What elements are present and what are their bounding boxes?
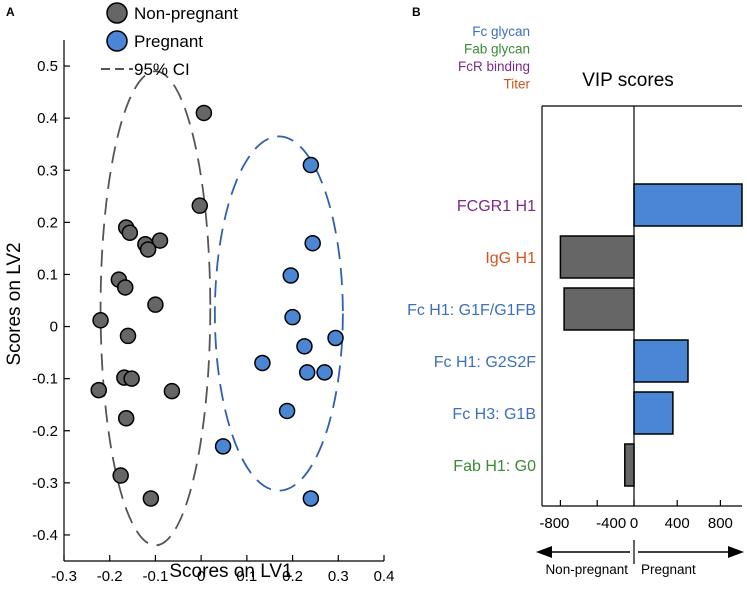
point-non-pregnant: [90, 381, 107, 399]
arrow-left-head: [536, 546, 552, 558]
vip-bar: [624, 443, 635, 487]
point-non-pregnant: [117, 409, 135, 427]
point-non-pregnant: [142, 490, 160, 507]
feature-type-legend-item: Titer: [504, 77, 531, 92]
y-tick-label: 0.5: [37, 58, 58, 75]
y-tick-label: 0.1: [37, 266, 58, 283]
vip-category-label: Fc H3: G1B: [452, 406, 536, 423]
vip-bar: [633, 391, 674, 435]
scatter-points: [90, 104, 344, 507]
legend-marker: [106, 30, 128, 52]
feature-type-legend-item: Fc glycan: [472, 24, 530, 39]
point-non-pregnant: [117, 279, 134, 296]
point-pregnant: [278, 402, 296, 420]
direction-label-right: Pregnant: [641, 562, 696, 577]
point-pregnant: [298, 364, 316, 381]
vip-bar: [563, 287, 635, 331]
y-tick-label: -0.2: [32, 423, 58, 440]
vip-bar: [559, 235, 635, 279]
y-tick-label: 0.3: [37, 162, 58, 179]
vip-category-labels: FCGR1 H1 IgG H1 Fc H1: G1F/G1FB Fc H1: G2S2…: [407, 198, 536, 475]
vip-category-label: IgG H1: [485, 250, 536, 267]
panel-a-label: A: [6, 5, 15, 19]
feature-type-legend-item: FcR binding: [458, 59, 530, 74]
y-tick-label: 0: [50, 319, 58, 336]
point-pregnant: [284, 308, 301, 326]
point-non-pregnant: [191, 197, 209, 214]
legend-label: Pregnant: [134, 32, 203, 51]
vip-bar-chart: Fc glycan Fab glycan FcR binding Titer VIP …: [407, 24, 744, 577]
ci-ellipse-non-pregnant: [99, 70, 212, 547]
direction-indicator: Non-pregnant Pregnant: [536, 540, 744, 577]
point-non-pregnant: [147, 296, 164, 313]
vip-category-label: FCGR1 H1: [457, 198, 536, 215]
scatter-plot: -0.4 -0.3 -0.2 -0.1 0 0.1 0.2 0.3 0.4 0.5 -0.3 -0.2…: [4, 2, 394, 585]
x-tick-label: 0: [197, 568, 205, 585]
point-non-pregnant: [119, 327, 137, 345]
point-non-pregnant: [195, 104, 213, 122]
point-pregnant: [254, 354, 271, 372]
x-tick-label: -0.3: [51, 568, 77, 585]
vip-category-label: Fc H1: G1F/G1FB: [407, 302, 536, 319]
point-pregnant: [316, 364, 333, 381]
vip-x-tick-label: -400: [596, 515, 626, 532]
confidence-ellipses: [99, 70, 344, 547]
vip-x-tick-label: 400: [665, 515, 690, 532]
vip-x-tick-label: -800: [539, 515, 569, 532]
vip-bar: [633, 183, 743, 227]
legend-label: Non-pregnant: [134, 4, 238, 23]
vip-category-label: Fc H1: G2S2F: [434, 354, 536, 371]
scatter-axes: -0.4 -0.3 -0.2 -0.1 0 0.1 0.2 0.3 0.4 0.5 -0.3 -0.2…: [32, 40, 394, 585]
point-non-pregnant: [139, 241, 157, 258]
x-tick-label: 0.4: [374, 568, 395, 585]
scatter-legend: Non-pregnant Pregnant 95% CI: [101, 2, 238, 79]
point-non-pregnant: [92, 312, 109, 329]
vip-category-label: Fab H1: G0: [453, 458, 536, 475]
point-pregnant: [296, 338, 313, 355]
legend-marker: [106, 2, 128, 24]
vip-chart-title: VIP scores: [582, 70, 674, 91]
feature-type-legend-item: Fab glycan: [464, 42, 530, 57]
direction-label-left: Non-pregnant: [545, 562, 628, 577]
x-tick-label: 0.1: [236, 568, 257, 585]
y-axis-label: Scores on LV2: [4, 242, 25, 365]
vip-x-tick-label: 800: [708, 515, 733, 532]
point-non-pregnant: [151, 232, 169, 249]
y-tick-label: 0.4: [37, 110, 58, 127]
vip-x-tick-label: 0: [630, 515, 638, 532]
point-pregnant: [302, 156, 320, 174]
vip-axes: -800 -400 0 400 800: [539, 105, 742, 532]
x-tick-label: -0.2: [97, 568, 123, 585]
x-tick-label: 0.2: [282, 568, 303, 585]
point-pregnant: [302, 490, 320, 507]
point-non-pregnant: [163, 382, 181, 400]
panel-b-label: B: [412, 5, 421, 19]
x-tick-label: 0.3: [328, 568, 349, 585]
point-non-pregnant: [123, 370, 140, 387]
x-tick-label: -0.1: [142, 568, 168, 585]
arrow-right-head: [728, 546, 744, 558]
feature-type-legend: Fc glycan Fab glycan FcR binding Titer: [458, 24, 531, 92]
vip-bars: [559, 183, 743, 487]
legend-label: 95% CI: [134, 60, 190, 79]
x-axis-label: Scores on LV1: [169, 561, 292, 582]
point-pregnant: [304, 234, 321, 252]
y-tick-label: -0.3: [32, 475, 58, 492]
point-non-pregnant: [121, 224, 139, 242]
point-pregnant: [214, 438, 232, 455]
point-non-pregnant: [112, 467, 129, 484]
y-tick-label: -0.4: [32, 527, 58, 544]
y-tick-label: 0.2: [37, 214, 58, 231]
point-pregnant: [327, 329, 344, 347]
y-tick-label: -0.1: [32, 371, 58, 388]
vip-bar: [633, 339, 689, 383]
ci-ellipse-pregnant: [213, 135, 344, 492]
point-pregnant: [282, 267, 299, 284]
